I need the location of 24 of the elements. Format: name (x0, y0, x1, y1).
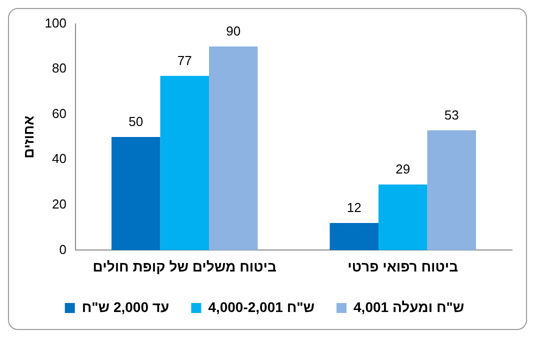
data-label: 50 (128, 114, 144, 130)
x-tick-label: ביטוח משלים של קופת חולים (92, 258, 276, 274)
bar (160, 76, 209, 250)
y-axis-title: אחוזים (20, 115, 36, 158)
bar (330, 223, 378, 250)
legend-label: 4,000-2,001 ש"ח (208, 298, 315, 315)
x-tick-label: ביטוח רפואי פרטי (348, 258, 458, 274)
bar (378, 184, 428, 250)
data-label: 12 (346, 200, 362, 216)
y-tick-label: 100 (44, 15, 66, 30)
bar (208, 46, 258, 250)
y-tick-label: 40 (52, 151, 66, 166)
y-tick-label: 80 (52, 60, 66, 76)
y-tick-label: 60 (52, 106, 66, 121)
y-tick-label: 20 (52, 196, 66, 212)
data-label: 90 (226, 24, 241, 39)
legend-label: עד 2,000 ש"ח (82, 298, 170, 315)
y-tick-label: 0 (59, 242, 66, 257)
data-label: 53 (444, 107, 459, 122)
bar (112, 137, 160, 250)
data-label: 29 (396, 162, 410, 177)
bar (427, 130, 476, 250)
data-label: 77 (177, 52, 192, 68)
legend-label: 4,001 ש"ח ומעלה (354, 298, 464, 315)
